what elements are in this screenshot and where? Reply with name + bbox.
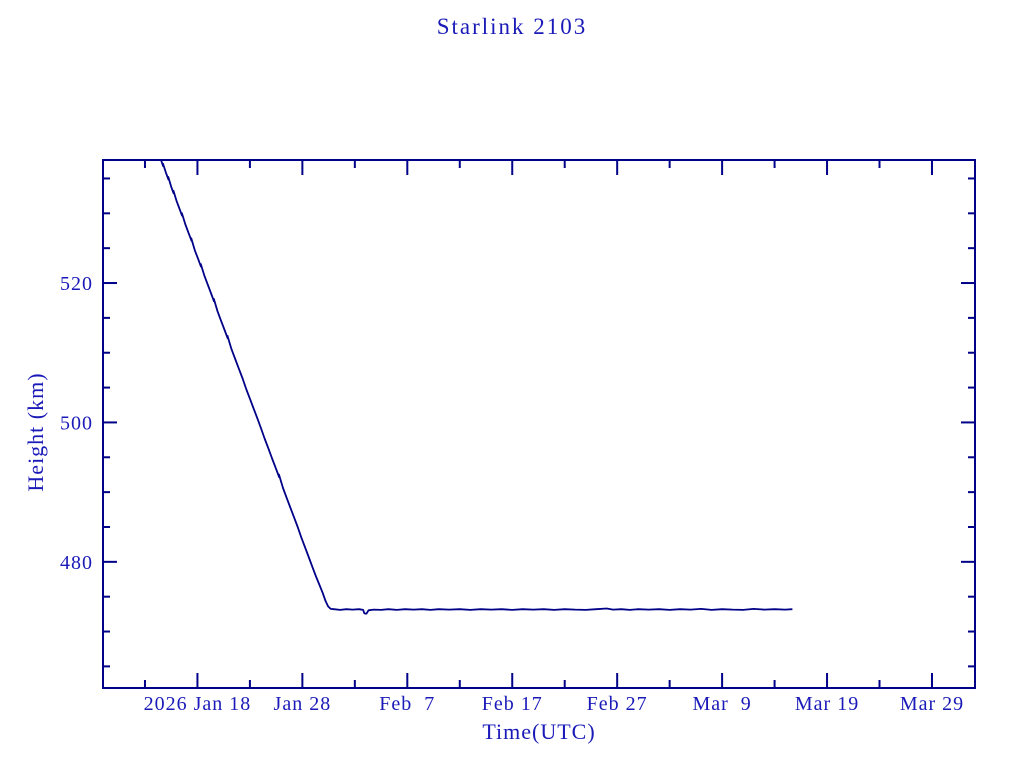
y-tick-label: 500: [60, 412, 93, 434]
y-tick-label: 520: [60, 273, 93, 295]
chart-title: Starlink 2103: [436, 14, 588, 39]
x-tick-label: 2026 Jan 18: [144, 693, 252, 715]
plot-frame: [102, 159, 976, 689]
x-tick-label: Feb 27: [587, 693, 648, 715]
x-tick-label: Mar 9: [692, 693, 751, 715]
height-data-line: [160, 160, 793, 615]
x-tick-label: Mar 29: [900, 693, 964, 715]
x-axis-title: Time(UTC): [482, 719, 596, 744]
x-tick-label: Mar 19: [795, 693, 859, 715]
y-tick-label: 480: [60, 552, 93, 574]
x-tick-label: Jan 28: [274, 693, 332, 715]
y-axis-title: Height (km): [23, 372, 48, 492]
x-tick-label: Feb 7: [379, 693, 435, 715]
x-tick-label: Feb 17: [482, 693, 543, 715]
